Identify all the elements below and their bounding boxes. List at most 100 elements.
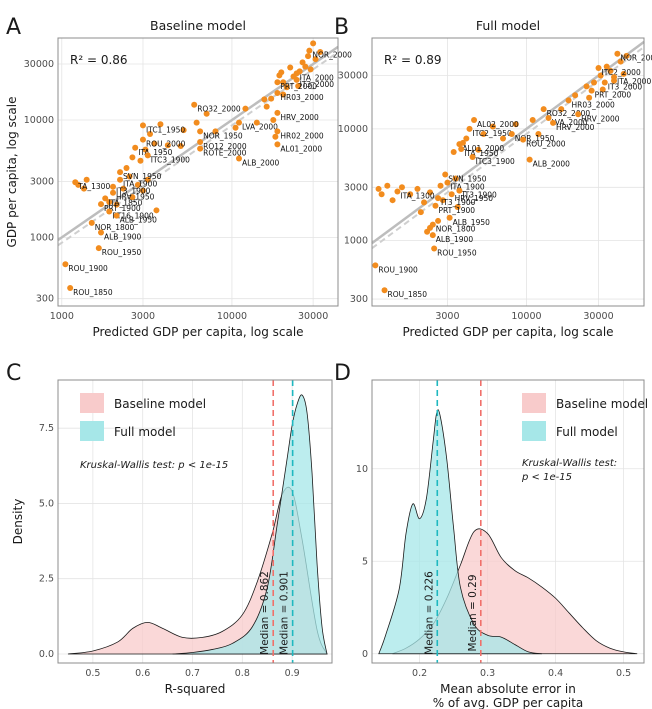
data-point [469, 153, 476, 160]
data-point [197, 138, 204, 145]
y-tick-label: 300 [350, 294, 368, 305]
x-tick-label: 3000 [131, 311, 155, 322]
data-point [235, 119, 242, 126]
x-axis-label: % of avg. GDP per capita [433, 696, 584, 709]
point-label: LVA_2000 [242, 123, 278, 132]
y-tick-label: 1000 [344, 236, 368, 247]
x-axis-label: Mean absolute error in [440, 682, 576, 696]
data-point [299, 59, 306, 66]
x-tick-label: 3000 [435, 311, 459, 322]
data-point [512, 121, 519, 128]
plot-background [58, 38, 338, 306]
data-point [540, 106, 547, 113]
data-point [586, 94, 593, 101]
point-label: IT3_2000 [608, 82, 643, 91]
point-label: ITA_1950 [464, 149, 498, 158]
point-label: RO12_2000 [203, 142, 247, 151]
x-tick-label: 0.4 [548, 668, 563, 679]
data-point [280, 79, 287, 86]
x-tick-label: 0.5 [616, 668, 631, 679]
data-point [98, 201, 105, 208]
x-axis-label: Predicted GDP per capita, log scale [402, 325, 613, 339]
data-point [295, 82, 302, 89]
panel-b: 3000 10000 30000 300 1000 3000 10000 30000 NOR_2… [338, 18, 652, 339]
data-point [129, 154, 136, 161]
y-tick-label: 2.5 [39, 574, 54, 585]
legend-swatch [522, 421, 546, 441]
data-point [448, 191, 455, 198]
x-tick-label: 0.3 [480, 668, 495, 679]
y-tick-label: 5 [362, 556, 368, 567]
data-point [607, 67, 614, 74]
data-point [456, 187, 463, 194]
data-point [153, 207, 160, 214]
point-label: ITA_1850 [108, 198, 142, 207]
data-point [98, 229, 105, 236]
panel-a: 1000 3000 10000 30000 300 1000 3000 10000 30000 N… [5, 18, 352, 339]
data-point [372, 262, 379, 269]
data-point [235, 155, 242, 162]
data-point [611, 74, 618, 81]
point-label: ALB_1950 [453, 218, 491, 227]
data-point [110, 183, 117, 190]
y-tick-label: 30000 [338, 71, 368, 82]
data-point [137, 157, 144, 164]
stat-test-note: Kruskal-Wallis test: p < 1e-15 [80, 460, 228, 471]
panel-label-a: A [6, 15, 21, 40]
point-label: RO32_2000 [197, 105, 241, 114]
data-point [263, 103, 270, 110]
data-point [444, 179, 451, 186]
data-point [452, 175, 459, 182]
panel-label-c: C [6, 361, 21, 386]
data-point [139, 122, 146, 129]
point-label: ALB_2000 [533, 160, 571, 169]
panel-label-d: D [334, 361, 351, 386]
point-label: ALB_1900 [436, 235, 474, 244]
point-label: HRV_2000 [581, 114, 620, 123]
data-point [305, 53, 312, 60]
data-point [144, 152, 151, 159]
data-point [312, 56, 319, 63]
point-label: ITA_1900 [450, 183, 484, 192]
data-point [450, 149, 457, 156]
point-label: PT16_1900 [112, 212, 154, 221]
point-label: ROU_1950 [437, 249, 477, 258]
data-point [283, 84, 290, 91]
point-label: RO32_2000 [547, 109, 591, 118]
point-label: LVA_2000 [552, 118, 588, 127]
median-label: Median = 0.901 [279, 571, 291, 655]
point-label: ITC1_1950 [146, 125, 185, 134]
data-point [617, 58, 624, 65]
data-point [80, 185, 87, 192]
plot-border [57, 379, 333, 664]
y-tick-label: 300 [36, 294, 54, 305]
data-point [381, 287, 388, 294]
x-tick-label: 0.5 [85, 668, 100, 679]
data-point [583, 83, 590, 90]
data-point [435, 217, 442, 224]
legend-label: Full model [556, 425, 618, 439]
data-point [212, 128, 219, 135]
y-tick-label: 3000 [344, 182, 368, 193]
full-density [378, 409, 543, 655]
data-point [601, 79, 608, 86]
data-point [110, 189, 117, 196]
data-point [545, 115, 552, 122]
data-point [575, 111, 582, 118]
data-point [129, 194, 136, 201]
plot-border [57, 37, 339, 307]
data-point [378, 191, 385, 198]
data-point [191, 101, 198, 108]
legend-label: Full model [114, 425, 176, 439]
data-point [407, 191, 414, 198]
y-tick-label: 0 [362, 649, 368, 660]
data-point [384, 182, 391, 189]
data-point [102, 195, 109, 202]
point-label: NOR_1950 [203, 131, 243, 140]
data-point [317, 48, 324, 55]
y-tick-label: 0.0 [39, 649, 54, 660]
data-point [139, 136, 146, 143]
data-point [489, 123, 496, 130]
data-point [117, 176, 124, 183]
data-point [620, 70, 627, 77]
